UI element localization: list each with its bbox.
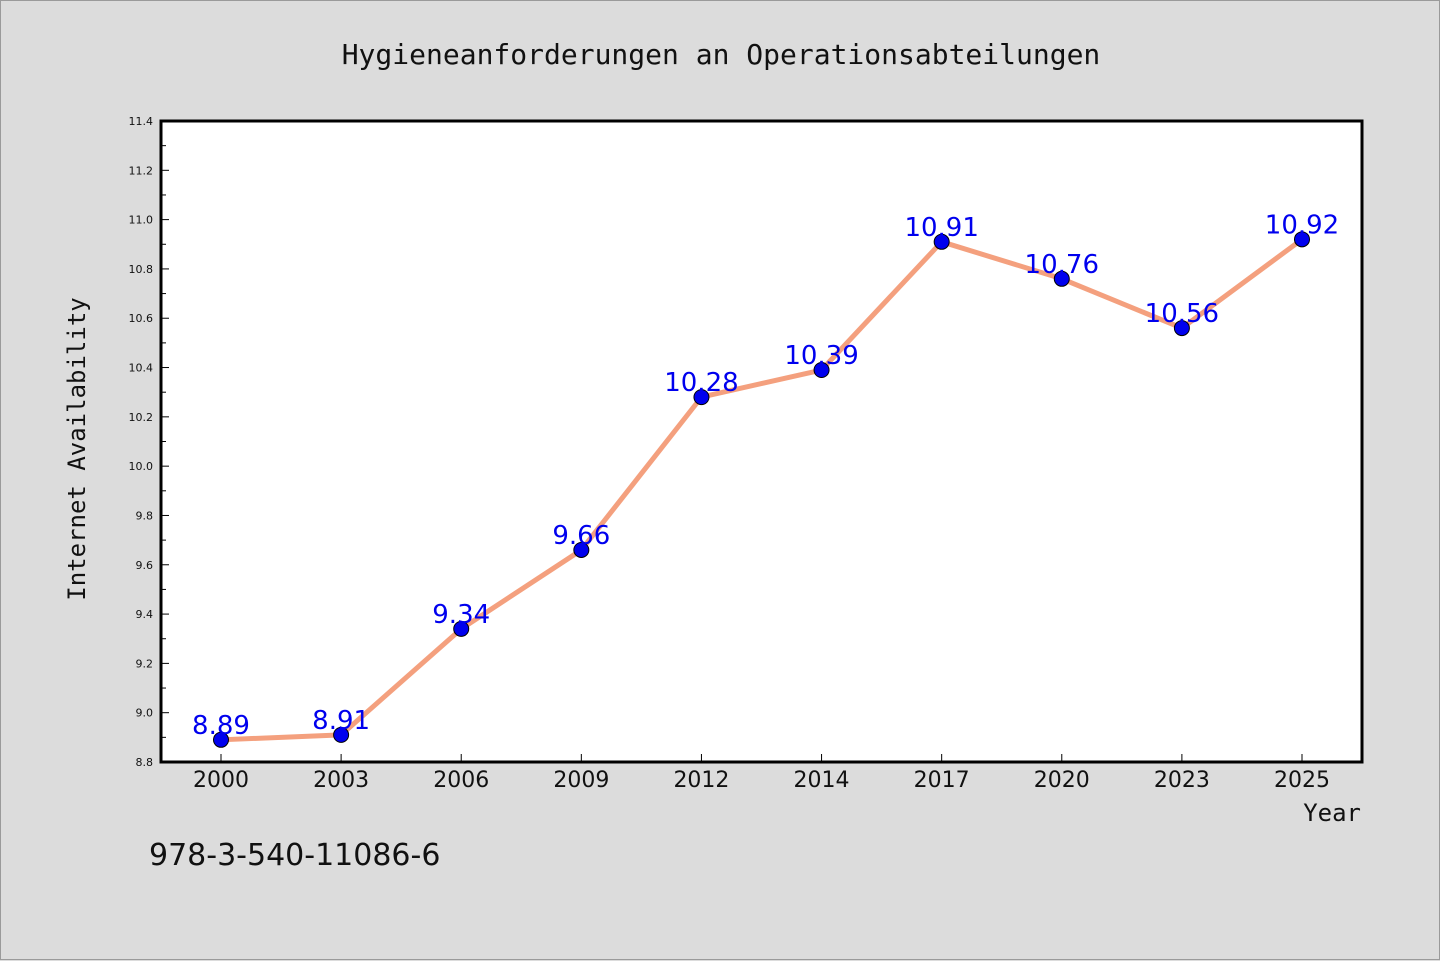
series-layer: 8.89 8.91 9.34 9.66 10.28 10.39 10.91 10.76 10.5… — [192, 210, 1339, 748]
data-label: 10.56 — [1145, 299, 1219, 329]
y-tick-label: 9.4 — [136, 608, 154, 621]
y-axis: 8.8 9.0 9.2 9.4 9.6 9.8 10.0 10.2 10.4 10.6 10.8 11… — [129, 115, 169, 769]
data-point — [333, 726, 350, 743]
data-point — [573, 541, 590, 558]
x-tick-label: 2012 — [673, 768, 729, 793]
y-tick-label: 9.6 — [136, 559, 154, 572]
y-tick-label: 11.2 — [129, 164, 154, 177]
data-point — [933, 233, 950, 250]
y-tick-label: 10.2 — [129, 411, 154, 424]
y-tick-label: 8.8 — [136, 756, 154, 769]
data-point — [453, 620, 470, 637]
data-label: 9.34 — [432, 600, 490, 630]
y-tick-label: 10.8 — [129, 263, 154, 276]
data-label: 9.66 — [552, 521, 610, 551]
x-axis: 2000 2003 2006 2009 2012 2014 2017 2020 2023 2025 — [193, 754, 1330, 793]
data-point — [1173, 320, 1190, 337]
x-tick-label: 2017 — [914, 768, 970, 793]
data-label: 10.76 — [1025, 250, 1099, 280]
x-tick-label: 2014 — [794, 768, 850, 793]
x-tick-label: 2009 — [553, 768, 609, 793]
plot-area — [159, 119, 1364, 764]
x-tick-label: 2025 — [1274, 768, 1330, 793]
x-tick-label: 2000 — [193, 768, 249, 793]
data-label: 8.91 — [312, 706, 370, 736]
y-tick-label: 11.4 — [129, 115, 154, 128]
y-tick-label: 10.6 — [129, 312, 154, 325]
series-line — [218, 236, 1305, 743]
chart-title: Hygieneanforderungen an Operationsabteil… — [342, 38, 1101, 71]
x-axis-label: Year — [1303, 799, 1361, 827]
data-point — [813, 362, 830, 379]
data-point — [1053, 270, 1070, 287]
data-point — [1294, 231, 1310, 248]
y-tick-label: 9.2 — [136, 657, 154, 670]
x-tick-label: 2023 — [1154, 768, 1210, 793]
data-point — [213, 731, 229, 748]
data-label: 10.91 — [904, 213, 978, 243]
x-tick-label: 2003 — [313, 768, 369, 793]
data-label: 8.89 — [192, 711, 250, 741]
y-axis-label: Internet Availability — [63, 297, 91, 600]
data-label: 10.28 — [664, 368, 738, 398]
footnote-isbn: 978-3-540-11086-6 — [149, 838, 440, 873]
data-label: 10.39 — [784, 341, 858, 371]
y-tick-label: 10.4 — [129, 362, 154, 375]
data-label: 10.92 — [1265, 210, 1339, 240]
data-point — [693, 389, 710, 406]
y-tick-label: 9.0 — [136, 707, 154, 720]
x-tick-label: 2006 — [433, 768, 489, 793]
y-tick-label: 10.0 — [129, 460, 154, 473]
y-tick-label: 9.8 — [136, 509, 154, 522]
y-tick-label: 11.0 — [129, 214, 154, 227]
x-tick-label: 2020 — [1034, 768, 1090, 793]
